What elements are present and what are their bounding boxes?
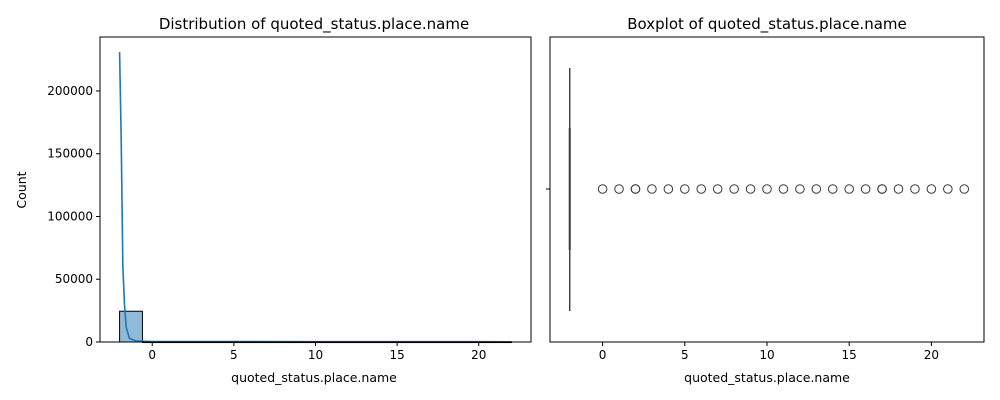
boxplot-x-ticks: 0 5 10 15 20 — [599, 342, 939, 362]
boxplot-outlier-point — [680, 184, 690, 194]
boxplot-outlier-point — [926, 184, 937, 194]
histogram-x-label: quoted_status.place.name — [231, 370, 397, 385]
histogram-x-tick-label: 10 — [308, 348, 323, 362]
boxplot-outlier-point — [844, 184, 854, 194]
kde-line — [118, 52, 512, 343]
boxplot-outlier-point — [811, 184, 822, 194]
boxplot-outlier-point — [827, 184, 838, 194]
boxplot-outlier-point — [647, 184, 657, 194]
boxplot-outlier-point — [745, 184, 756, 194]
histogram-x-tick-label: 15 — [389, 348, 404, 362]
boxplot-outlier-point — [893, 184, 904, 194]
boxplot-outlier-point — [712, 184, 723, 194]
boxplot-x-tick-label: 20 — [924, 348, 939, 362]
boxplot-outlier-point — [877, 184, 887, 194]
boxplot-outlier-point — [910, 184, 920, 194]
histogram-bars — [119, 310, 512, 344]
histogram-y-tick-label: 0 — [85, 335, 93, 349]
boxplot-panel: Boxplot of quoted_status.place.name 0 5 10… — [546, 15, 985, 385]
histogram-bar — [119, 310, 143, 343]
boxplot-outlier-point — [795, 184, 805, 194]
boxplot-x-tick-label: 10 — [759, 348, 774, 362]
boxplot-outlier-point — [860, 184, 871, 194]
boxplot-outlier-point — [778, 184, 789, 194]
histogram-y-tick-label: 50000 — [55, 272, 93, 286]
histogram-axes-frame — [99, 36, 532, 343]
boxplot-outliers — [597, 184, 970, 194]
boxplot-x-label: quoted_status.place.name — [684, 370, 850, 385]
boxplot-outlier-point — [614, 184, 624, 194]
histogram-y-label: Count — [14, 171, 29, 208]
histogram-title: Distribution of quoted_status.place.name — [159, 15, 469, 34]
boxplot-outlier-point — [959, 184, 970, 194]
histogram-x-tick-label: 5 — [230, 348, 238, 362]
boxplot-outlier-point — [762, 184, 772, 194]
histogram-x-tick-label: 0 — [148, 348, 156, 362]
boxplot-outlier-point — [663, 184, 674, 194]
histogram-y-tick-label: 200000 — [47, 84, 93, 98]
histogram-x-ticks: 0 5 10 15 20 — [148, 342, 486, 362]
histogram-x-tick-label: 20 — [471, 348, 486, 362]
histogram-y-ticks: 0 50000 100000 150000 200000 — [47, 84, 100, 349]
boxplot-x-tick-label: 0 — [599, 348, 607, 362]
boxplot-outlier-point — [597, 184, 608, 194]
boxplot-x-tick-label: 5 — [681, 348, 689, 362]
boxplot-outlier-point — [729, 184, 739, 194]
histogram-panel: Distribution of quoted_status.place.name… — [14, 15, 532, 385]
boxplot-outlier-point — [943, 184, 953, 194]
boxplot-outlier-point — [696, 184, 707, 194]
boxplot-x-tick-label: 15 — [842, 348, 857, 362]
boxplot-outlier-point — [630, 184, 641, 194]
histogram-y-tick-label: 150000 — [47, 147, 93, 161]
boxplot-title: Boxplot of quoted_status.place.name — [627, 15, 907, 34]
histogram-y-tick-label: 100000 — [47, 209, 93, 223]
